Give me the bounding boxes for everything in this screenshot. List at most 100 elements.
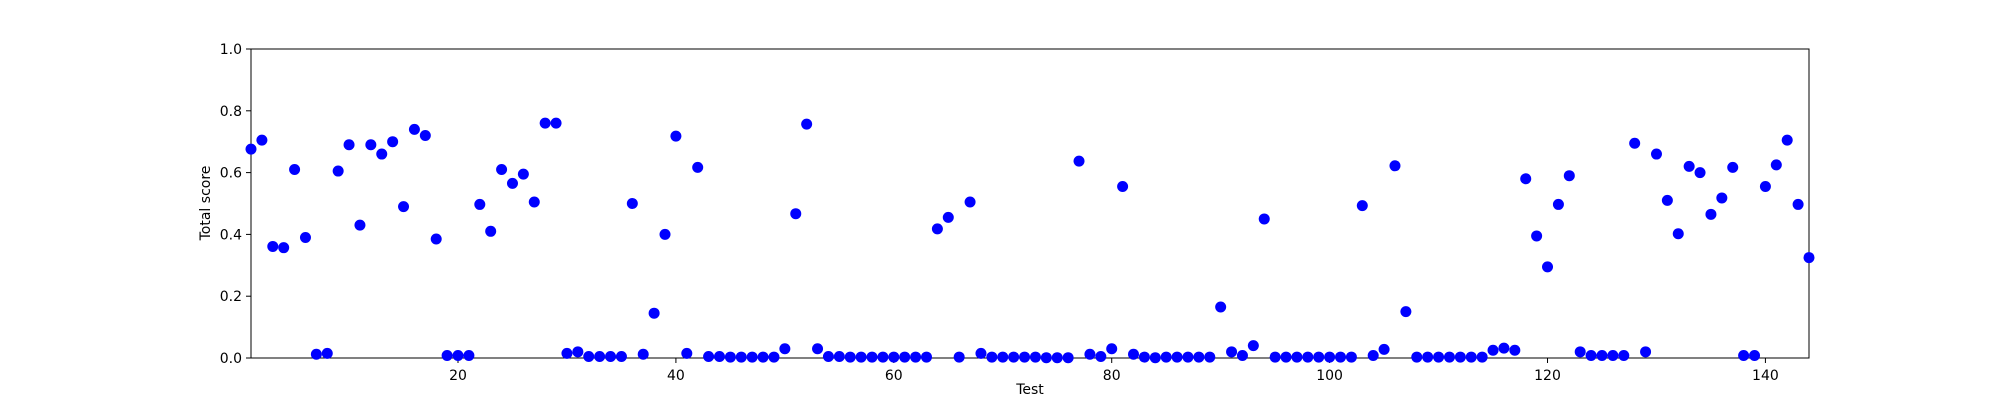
- point: [626, 198, 638, 209]
- point: [1454, 351, 1466, 363]
- point: [648, 307, 660, 319]
- point: [1498, 342, 1510, 354]
- point: [1236, 350, 1248, 362]
- point: [768, 351, 780, 363]
- point: [1803, 252, 1815, 264]
- point: [681, 347, 693, 359]
- point: [1596, 350, 1608, 362]
- point: [474, 198, 486, 210]
- point: [1367, 350, 1379, 362]
- point: [713, 350, 725, 362]
- point: [1487, 344, 1499, 356]
- x-axis-label: Test: [1015, 382, 1044, 398]
- point: [550, 117, 562, 129]
- point: [1215, 301, 1227, 313]
- point: [452, 350, 464, 362]
- point: [899, 351, 911, 363]
- point: [1531, 230, 1543, 242]
- point: [779, 343, 791, 355]
- point: [735, 351, 747, 363]
- point: [1520, 173, 1532, 185]
- y-axis-label: Total score: [198, 166, 214, 242]
- point: [376, 148, 388, 160]
- point: [1345, 351, 1357, 363]
- point: [1269, 351, 1281, 363]
- point: [299, 231, 311, 243]
- point: [790, 208, 802, 220]
- point: [1258, 213, 1270, 225]
- point: [1389, 160, 1401, 172]
- point: [310, 348, 322, 360]
- point: [1008, 351, 1020, 363]
- point: [1226, 346, 1238, 358]
- point: [866, 351, 878, 363]
- point: [430, 233, 442, 245]
- point: [1411, 351, 1423, 363]
- point: [1476, 351, 1488, 363]
- point: [485, 225, 497, 237]
- point: [844, 351, 856, 363]
- point: [1400, 306, 1412, 318]
- point: [332, 165, 344, 177]
- point: [1378, 343, 1390, 355]
- point: [1040, 352, 1052, 364]
- point: [594, 350, 606, 362]
- point: [1128, 348, 1140, 360]
- point: [670, 130, 682, 142]
- point: [637, 348, 649, 360]
- point: [953, 351, 965, 363]
- point: [256, 134, 268, 146]
- x-tick-label: 80: [1103, 368, 1121, 384]
- point: [1552, 198, 1564, 210]
- point: [888, 351, 900, 363]
- point: [746, 351, 758, 363]
- point: [1542, 261, 1554, 273]
- point: [1029, 351, 1041, 363]
- point: [1607, 350, 1619, 362]
- point: [419, 130, 431, 142]
- point: [1302, 351, 1314, 363]
- point: [441, 350, 453, 362]
- point: [289, 164, 301, 176]
- point: [267, 240, 279, 252]
- point: [1106, 343, 1118, 355]
- y-tick-label: 0.8: [220, 104, 242, 120]
- point: [615, 350, 627, 362]
- point: [278, 242, 290, 254]
- point: [1182, 351, 1194, 363]
- y-tick-label: 0.0: [220, 351, 242, 367]
- point: [1313, 351, 1325, 363]
- point: [855, 351, 867, 363]
- point: [506, 177, 518, 189]
- point: [1694, 167, 1706, 179]
- point: [703, 350, 715, 362]
- point: [1640, 346, 1652, 358]
- point: [517, 168, 529, 180]
- point: [1149, 352, 1161, 364]
- point: [1280, 351, 1292, 363]
- point: [1683, 160, 1695, 172]
- point: [1095, 350, 1107, 362]
- point: [1705, 208, 1717, 220]
- x-tick-label: 120: [1534, 368, 1561, 384]
- point: [1324, 351, 1336, 363]
- point: [1629, 137, 1641, 149]
- point: [463, 350, 475, 362]
- point: [692, 161, 704, 173]
- point: [1770, 159, 1782, 171]
- point: [528, 196, 540, 208]
- point: [245, 143, 257, 155]
- x-tick-label: 60: [885, 368, 903, 384]
- x-tick-label: 140: [1752, 368, 1779, 384]
- point: [1204, 351, 1216, 363]
- y-tick-label: 1.0: [220, 42, 242, 58]
- point: [877, 351, 889, 363]
- point: [812, 343, 824, 355]
- y-tick-label: 0.6: [220, 166, 242, 182]
- point: [1781, 134, 1793, 146]
- point: [408, 123, 420, 135]
- point: [1160, 351, 1172, 363]
- point: [539, 117, 551, 129]
- point: [605, 350, 617, 362]
